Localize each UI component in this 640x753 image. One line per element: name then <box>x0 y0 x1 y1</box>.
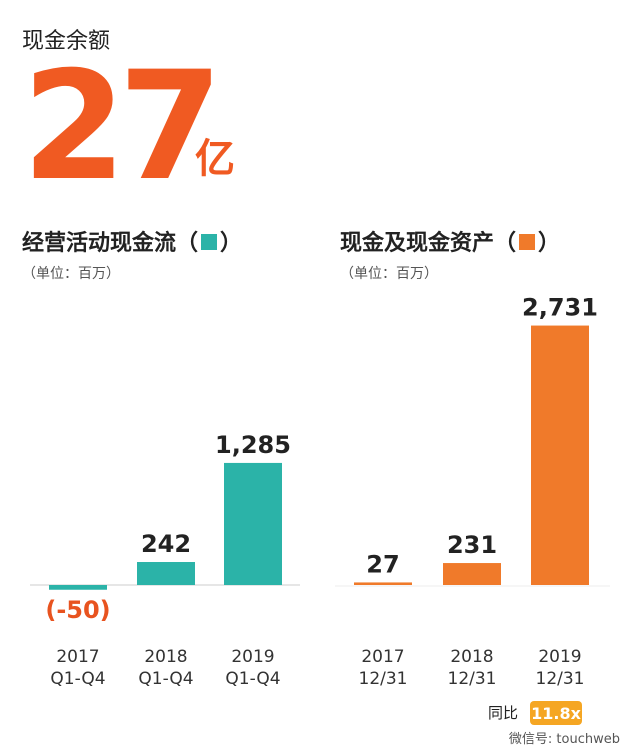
value-label: 27 <box>366 550 399 578</box>
value-label: 231 <box>447 531 497 559</box>
bar <box>49 585 107 590</box>
x-tick-label: 12/31 <box>448 669 497 689</box>
bar <box>137 562 195 585</box>
yoy-label: 同比 <box>488 704 518 722</box>
value-label: 1,285 <box>215 431 291 459</box>
x-tick-label: 12/31 <box>359 669 408 689</box>
header-amount: 27 <box>22 40 215 214</box>
x-tick-label: 12/31 <box>536 669 585 689</box>
legend-swatch <box>201 234 218 250</box>
x-tick-label: 2019 <box>231 647 274 667</box>
x-tick-label: 2019 <box>538 647 581 667</box>
x-tick-label: Q1-Q4 <box>50 669 105 689</box>
bar <box>354 582 412 585</box>
x-tick-label: Q1-Q4 <box>138 669 193 689</box>
bar <box>531 325 589 585</box>
watermark: 微信号: touchweb <box>509 732 620 747</box>
bar <box>443 563 501 585</box>
value-label: 242 <box>141 530 191 558</box>
x-tick-label: Q1-Q4 <box>225 669 280 689</box>
chart-subtitle: （单位：百万） <box>340 266 438 282</box>
value-label: 2,731 <box>522 294 598 322</box>
legend-swatch <box>519 234 536 250</box>
header-label: 现金余额 <box>22 29 110 54</box>
chart-subtitle: （单位：百万） <box>22 266 120 282</box>
x-tick-label: 2018 <box>450 647 493 667</box>
yoy-badge <box>530 701 582 725</box>
yoy-value: 11.8x <box>531 704 581 723</box>
value-label: (-50) <box>45 596 110 624</box>
x-tick-label: 2017 <box>56 647 99 667</box>
x-tick-label: 2017 <box>361 647 404 667</box>
x-tick-label: 2018 <box>144 647 187 667</box>
header-unit: 亿 <box>195 136 235 182</box>
bar <box>224 462 282 585</box>
